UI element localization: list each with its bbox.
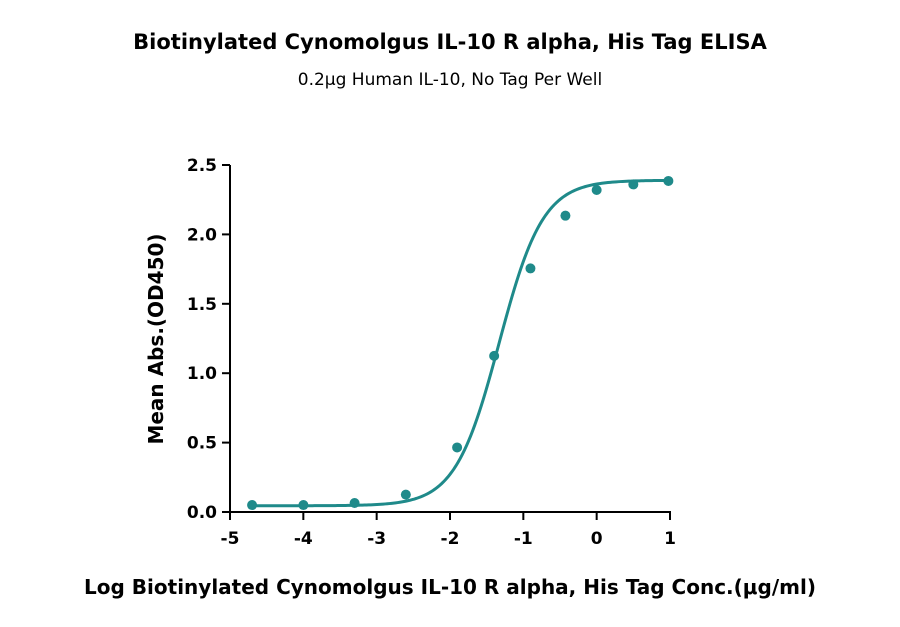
data-point [247, 500, 258, 511]
axes [222, 164, 671, 520]
x-tick-label: -2 [441, 529, 460, 549]
data-point [628, 179, 639, 190]
data-point [489, 350, 500, 361]
y-tick-label: 0.5 [187, 434, 217, 454]
y-tick-label: 2.5 [187, 156, 217, 176]
y-axis-title: Mean Abs.(OD450) [144, 233, 168, 444]
y-tick-label: 0.0 [187, 503, 217, 523]
data-point [525, 263, 536, 274]
data-point [298, 500, 309, 511]
data-point [349, 497, 360, 508]
data-point [591, 184, 602, 195]
data-point [560, 210, 571, 221]
data-point [663, 175, 674, 186]
y-tick-label: 2.0 [187, 225, 217, 245]
x-tick-label: -1 [514, 529, 533, 549]
data-points [247, 175, 674, 511]
x-tick-label: 1 [664, 529, 676, 549]
x-tick-label: -5 [221, 529, 240, 549]
x-tick-label: -4 [294, 529, 313, 549]
chart-subtitle: 0.2μg Human IL-10, No Tag Per Well [297, 70, 603, 90]
fit-curve [252, 178, 669, 508]
y-tick-label: 1.0 [187, 364, 217, 384]
y-tick-label: 1.5 [187, 295, 217, 315]
x-axis-title: Log Biotinylated Cynomolgus IL-10 R alph… [84, 575, 816, 599]
data-point [400, 489, 411, 500]
tick-labels: 0.0 0.5 1.0 1.5 2.0 2.5 -5 -4 -3 -2 -1 0 1 [187, 156, 676, 549]
x-tick-label: -3 [367, 529, 386, 549]
data-point [452, 442, 463, 453]
chart-title: Biotinylated Cynomolgus IL-10 R alpha, H… [133, 30, 767, 54]
x-tick-label: 0 [591, 529, 603, 549]
